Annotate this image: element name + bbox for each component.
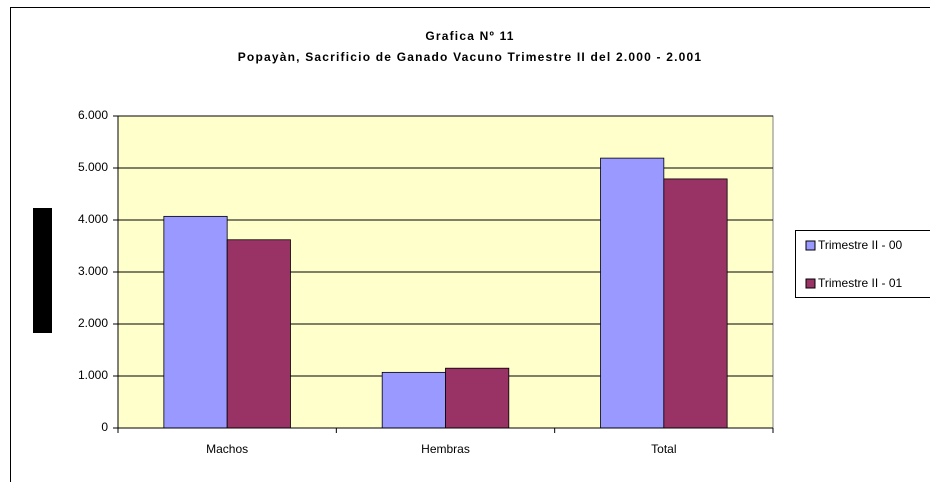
chart-title: Grafica Nº 11 xyxy=(425,29,514,43)
x-tick-label: Total xyxy=(651,442,676,456)
y-axis-label-block xyxy=(33,208,52,333)
y-tick-label: 6.000 xyxy=(78,108,108,122)
legend-swatch xyxy=(805,240,816,251)
legend-box xyxy=(795,230,930,298)
bar xyxy=(163,215,228,429)
bar xyxy=(600,157,665,429)
bar xyxy=(381,371,446,429)
legend-swatch xyxy=(805,278,816,289)
x-tick-label: Hembras xyxy=(421,442,470,456)
y-tick-label: 1.000 xyxy=(78,368,108,382)
bar xyxy=(445,367,510,429)
bar xyxy=(226,239,291,429)
chart-subtitle: Popayàn, Sacrificio de Ganado Vacuno Tri… xyxy=(238,50,703,64)
legend-label: Trimestre II - 01 xyxy=(818,276,903,290)
bar xyxy=(663,178,728,429)
x-tick-label: Machos xyxy=(206,442,248,456)
y-tick-label: 5.000 xyxy=(78,160,108,174)
y-tick-label: 0 xyxy=(101,420,108,434)
legend-label: Trimestre II - 00 xyxy=(818,238,903,252)
y-tick-label: 2.000 xyxy=(78,316,108,330)
y-tick-label: 4.000 xyxy=(78,212,108,226)
y-tick-label: 3.000 xyxy=(78,264,108,278)
